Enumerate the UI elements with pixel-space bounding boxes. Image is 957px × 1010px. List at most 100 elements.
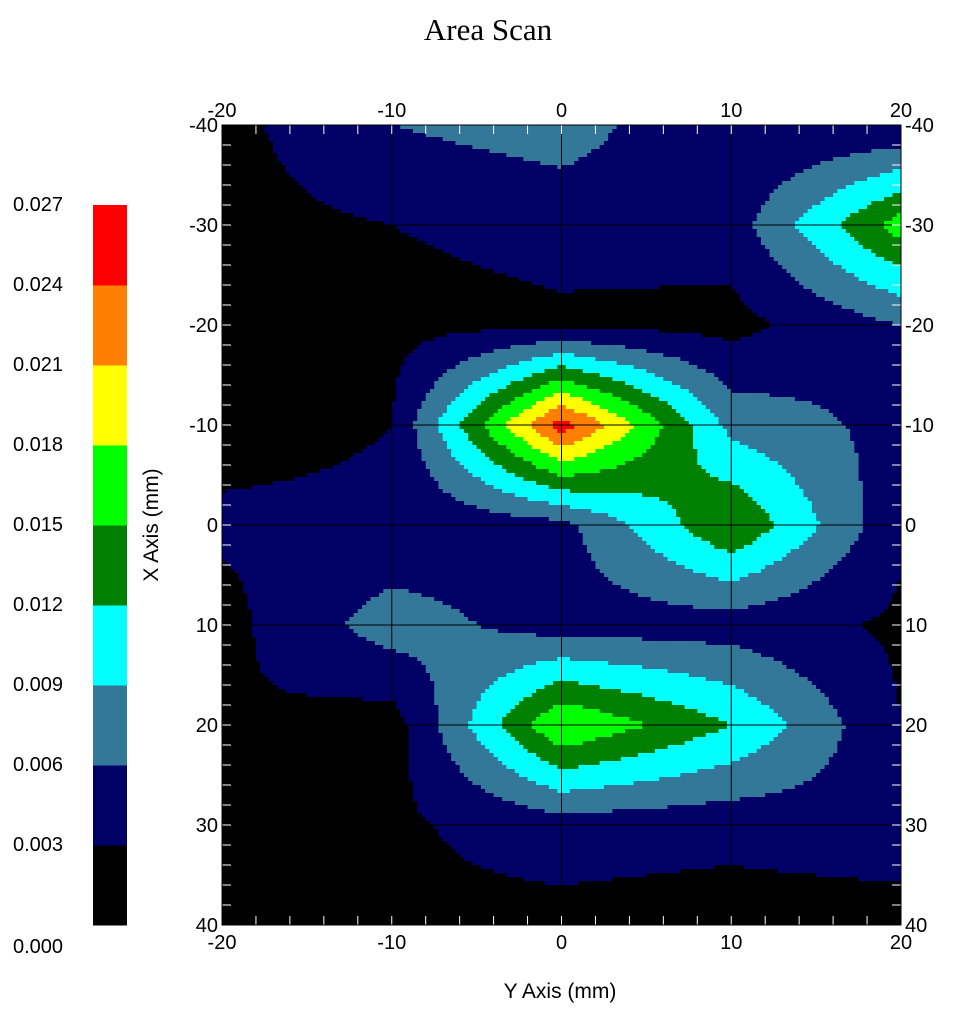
contour-cell bbox=[782, 201, 787, 206]
contour-cell bbox=[842, 229, 847, 234]
contour-cell bbox=[825, 141, 830, 146]
contour-cell bbox=[460, 185, 465, 190]
contour-cell bbox=[680, 129, 685, 134]
contour-cell bbox=[871, 141, 876, 146]
contour-cell bbox=[778, 129, 783, 134]
contour-cell bbox=[786, 157, 791, 162]
contour-cell bbox=[625, 189, 630, 194]
contour-cell bbox=[239, 157, 244, 162]
contour-cell bbox=[578, 217, 583, 222]
contour-cell bbox=[562, 165, 567, 170]
contour-cell bbox=[481, 201, 486, 206]
contour-cell bbox=[782, 209, 787, 214]
contour-cell bbox=[286, 205, 291, 210]
contour-cell bbox=[256, 213, 261, 218]
contour-cell bbox=[332, 165, 337, 170]
contour-cell bbox=[578, 177, 583, 182]
contour-cell bbox=[468, 189, 473, 194]
contour-cell bbox=[693, 185, 698, 190]
contour-cell bbox=[672, 173, 677, 178]
contour-cell bbox=[264, 153, 269, 158]
contour-cell bbox=[697, 205, 702, 210]
contour-cell bbox=[706, 153, 711, 158]
contour-cell bbox=[850, 233, 855, 238]
contour-cell bbox=[829, 153, 834, 158]
contour-cell bbox=[676, 165, 681, 170]
contour-cell bbox=[693, 213, 698, 218]
contour-cell bbox=[765, 145, 770, 150]
contour-cell bbox=[226, 205, 231, 210]
contour-cell bbox=[842, 173, 847, 178]
contour-cell bbox=[477, 173, 482, 178]
contour-cell bbox=[409, 193, 414, 198]
contour-cell bbox=[719, 237, 724, 242]
contour-cell bbox=[523, 189, 528, 194]
contour-cell bbox=[825, 165, 830, 170]
contour-cell bbox=[672, 181, 677, 186]
contour-cell bbox=[426, 133, 431, 138]
contour-cell bbox=[786, 181, 791, 186]
contour-cell bbox=[298, 173, 303, 178]
contour-cell bbox=[472, 133, 477, 138]
contour-cell bbox=[519, 197, 524, 202]
contour-cell bbox=[795, 161, 800, 166]
contour-cell bbox=[447, 185, 452, 190]
contour-cell bbox=[379, 173, 384, 178]
contour-cell bbox=[825, 209, 830, 214]
contour-cell bbox=[243, 241, 248, 246]
contour-cell bbox=[409, 137, 414, 142]
contour-cell bbox=[307, 157, 312, 162]
contour-cell bbox=[735, 193, 740, 198]
contour-cell bbox=[515, 133, 520, 138]
contour-cell bbox=[672, 201, 677, 206]
contour-cell bbox=[893, 205, 898, 210]
contour-cell bbox=[676, 193, 681, 198]
contour-cell bbox=[511, 141, 516, 146]
contour-cell bbox=[685, 133, 690, 138]
contour-cell bbox=[604, 129, 609, 134]
contour-cell bbox=[820, 229, 825, 234]
contour-cell bbox=[689, 237, 694, 242]
contour-cell bbox=[281, 241, 286, 246]
contour-cell bbox=[621, 233, 626, 238]
contour-cell bbox=[774, 169, 779, 174]
contour-cell bbox=[854, 185, 859, 190]
contour-cell bbox=[748, 161, 753, 166]
contour-cell bbox=[341, 229, 346, 234]
contour-cell bbox=[371, 137, 376, 142]
colorbar-label: 0.021 bbox=[13, 354, 63, 376]
contour-cell bbox=[651, 233, 656, 238]
contour-cell bbox=[400, 181, 405, 186]
contour-cell bbox=[455, 213, 460, 218]
contour-cell bbox=[625, 241, 630, 246]
contour-cell bbox=[689, 189, 694, 194]
contour-cell bbox=[795, 185, 800, 190]
contour-cell bbox=[460, 141, 465, 146]
contour-cell bbox=[447, 217, 452, 222]
contour-cell bbox=[451, 213, 456, 218]
contour-cell bbox=[612, 193, 617, 198]
contour-cell bbox=[748, 145, 753, 150]
contour-cell bbox=[680, 137, 685, 142]
contour-cell bbox=[816, 237, 821, 242]
contour-cell bbox=[651, 209, 656, 214]
contour-cell bbox=[799, 125, 804, 130]
contour-cell bbox=[375, 209, 380, 214]
contour-cell bbox=[587, 209, 592, 214]
contour-cell bbox=[481, 181, 486, 186]
contour-cell bbox=[893, 165, 898, 170]
contour-cell bbox=[825, 213, 830, 218]
contour-cell bbox=[854, 181, 859, 186]
contour-cell bbox=[693, 237, 698, 242]
contour-cell bbox=[719, 189, 724, 194]
contour-cell bbox=[222, 213, 227, 218]
contour-cell bbox=[409, 229, 414, 234]
contour-cell bbox=[519, 225, 524, 230]
contour-cell bbox=[252, 137, 257, 142]
contour-cell bbox=[307, 217, 312, 222]
contour-cell bbox=[273, 189, 278, 194]
contour-cell bbox=[269, 137, 274, 142]
contour-cell bbox=[515, 213, 520, 218]
contour-cell bbox=[489, 197, 494, 202]
contour-cell bbox=[820, 165, 825, 170]
